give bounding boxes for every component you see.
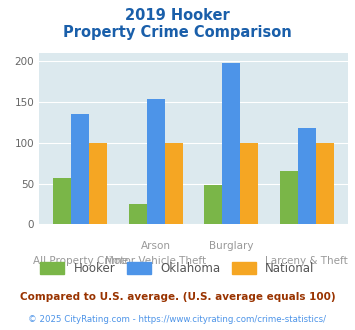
Legend: Hooker, Oklahoma, National: Hooker, Oklahoma, National [37, 258, 318, 279]
Bar [147, 99, 165, 224]
Bar [71, 114, 89, 224]
Bar [297, 128, 316, 224]
Text: Motor Vehicle Theft: Motor Vehicle Theft [105, 256, 206, 266]
Text: Burglary: Burglary [209, 241, 253, 251]
Text: All Property Crime: All Property Crime [33, 256, 128, 266]
Text: Larceny & Theft: Larceny & Theft [265, 256, 348, 266]
Bar [89, 143, 108, 224]
Text: Compared to U.S. average. (U.S. average equals 100): Compared to U.S. average. (U.S. average … [20, 292, 335, 302]
Text: © 2025 CityRating.com - https://www.cityrating.com/crime-statistics/: © 2025 CityRating.com - https://www.city… [28, 315, 327, 324]
Bar [279, 171, 297, 224]
Text: Arson: Arson [141, 241, 171, 251]
Bar [240, 143, 258, 224]
Bar [53, 178, 71, 224]
Bar [222, 63, 240, 224]
Text: 2019 Hooker: 2019 Hooker [125, 8, 230, 23]
Text: Property Crime Comparison: Property Crime Comparison [63, 25, 292, 40]
Bar [165, 143, 183, 224]
Bar [204, 185, 222, 224]
Bar [316, 143, 334, 224]
Bar [129, 204, 147, 224]
